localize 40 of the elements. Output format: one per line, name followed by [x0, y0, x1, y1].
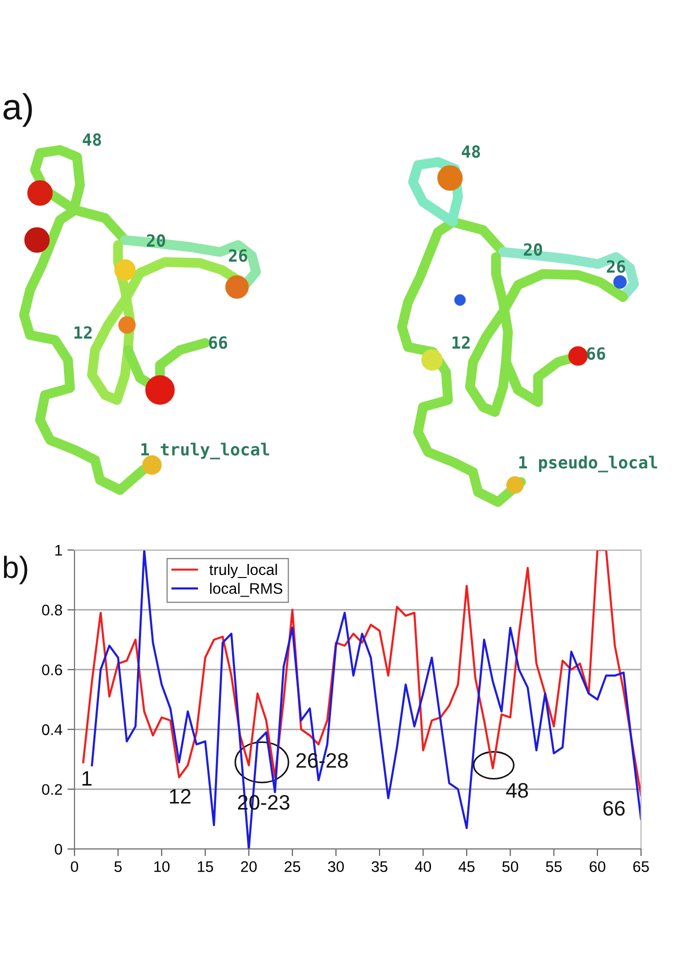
text: 48 [462, 145, 480, 158]
x-tick-label: 45 [458, 861, 475, 872]
text: 12 [74, 326, 92, 339]
text: 66 [209, 336, 228, 349]
x-tick-label: 55 [546, 861, 562, 872]
text: a) [4, 93, 32, 127]
text: 1 pseudo_local [519, 456, 658, 472]
text: 20 [524, 243, 542, 256]
text: 20 [146, 234, 166, 247]
x-tick-label: 20 [241, 861, 257, 872]
text: 26 [606, 260, 626, 273]
annotation: 48 [506, 783, 528, 798]
x-tick-label: 25 [284, 861, 300, 872]
x-tick-label: 15 [198, 861, 214, 872]
annotation: 1 [82, 771, 92, 786]
x-tick-label: 5 [114, 861, 122, 872]
text: 66 [587, 347, 606, 360]
chart-title: b) [4, 556, 28, 584]
text: 26 [228, 249, 248, 262]
y-tick-label: 0.4 [42, 724, 62, 736]
x-tick-label: 30 [328, 861, 344, 872]
text: 12 [452, 336, 470, 349]
x-tick-label: 0 [70, 861, 78, 872]
legend-label: truly_local [209, 564, 277, 578]
x-tick-label: 60 [590, 861, 606, 872]
x-tick-label: 40 [414, 861, 432, 872]
annotation: 12 [170, 789, 190, 804]
y-tick-label: 0.2 [42, 784, 62, 795]
text: 1 truly_local [141, 442, 270, 460]
y-tick-label: 1 [55, 545, 62, 556]
y-tick-label: 0 [54, 844, 62, 855]
y-tick-label: 0.8 [42, 604, 62, 616]
x-tick-label: 10 [154, 861, 170, 872]
x-tick-label: 50 [502, 861, 518, 872]
legend-label: local_RMS [210, 582, 282, 597]
x-tick-label: 65 [633, 861, 649, 872]
y-tick-label: 0.6 [42, 664, 62, 676]
x-tick-label: 35 [372, 861, 388, 872]
text: 48 [82, 133, 101, 146]
annotation: 66 [603, 800, 625, 816]
